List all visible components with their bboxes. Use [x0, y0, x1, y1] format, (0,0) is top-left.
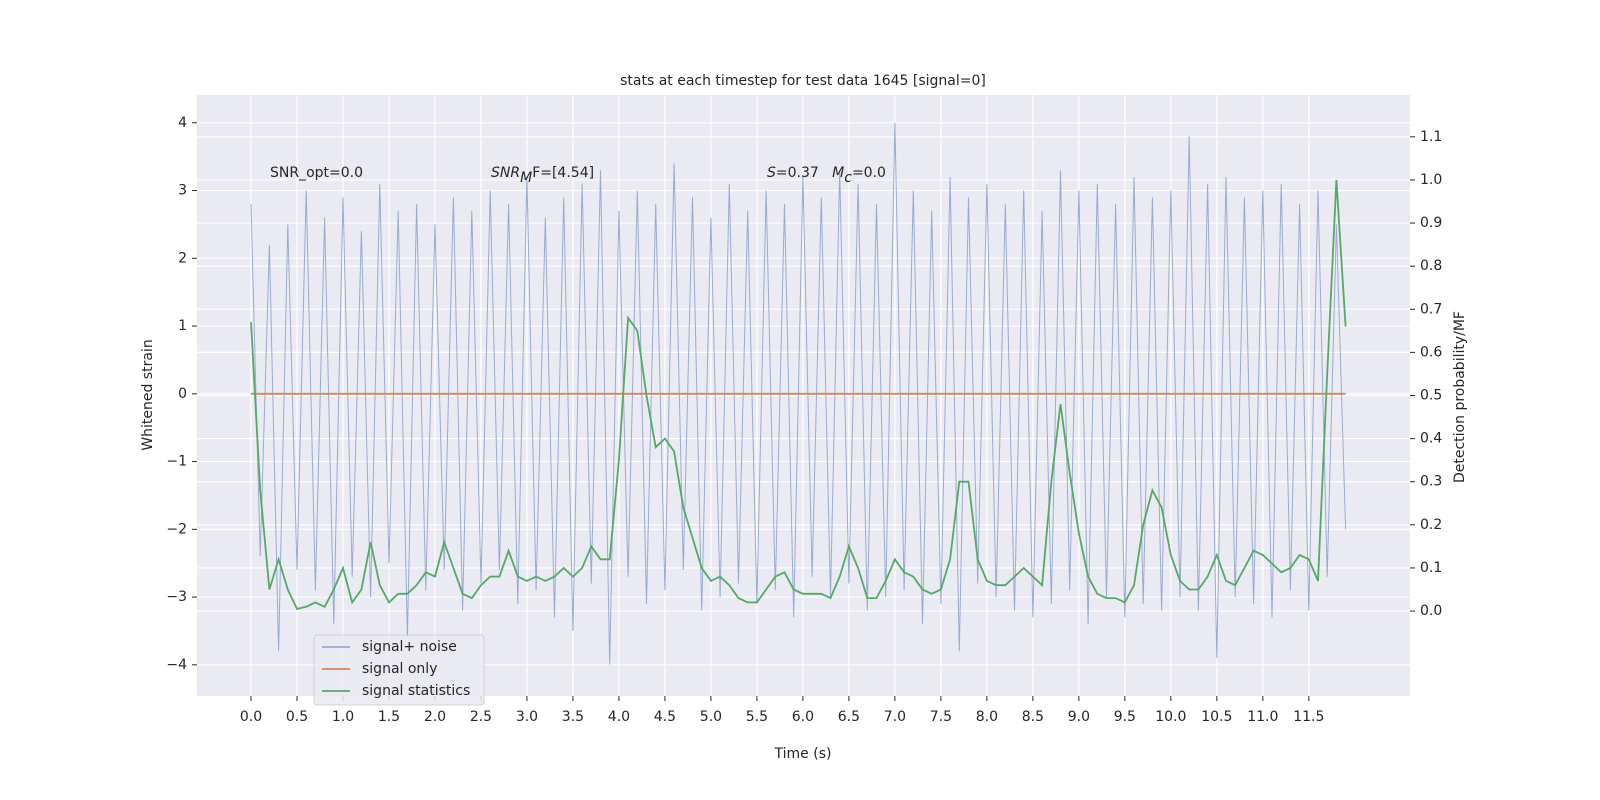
- annotation-part: c: [844, 170, 852, 186]
- y2-tick-label: 0.6: [1420, 344, 1442, 360]
- y2-axis-label: Detection probability/MF: [1452, 311, 1468, 483]
- x-tick-label: 3.5: [562, 709, 584, 725]
- annotation-part: M: [832, 165, 844, 181]
- legend-label: signal+ noise: [362, 639, 457, 655]
- y-tick-label: −4: [166, 657, 187, 673]
- legend-label: signal only: [362, 661, 437, 677]
- x-tick-label: 2.5: [470, 709, 492, 725]
- annotation: S=0.37 Mc=0.0: [767, 165, 886, 186]
- y-tick-label: 4: [178, 115, 187, 131]
- x-tick-label: 10.0: [1155, 709, 1186, 725]
- y2-tick-label: 0.8: [1420, 258, 1442, 274]
- annotation-part: SNR_opt=0.0: [270, 165, 363, 181]
- y2-tick-label: 0.9: [1420, 215, 1442, 231]
- legend-box: [313, 634, 485, 706]
- y-axis-label: Whitened strain: [140, 339, 156, 450]
- x-tick-label: 8.0: [976, 709, 998, 725]
- annotation: SNRMF=[4.54]: [491, 165, 594, 186]
- x-tick-label: 0.0: [240, 709, 262, 725]
- x-tick-label: 0.5: [286, 709, 308, 725]
- chart-title: stats at each timestep for test data 164…: [620, 73, 986, 89]
- annotation-part: =0.0: [852, 165, 886, 181]
- x-tick-label: 4.0: [608, 709, 630, 725]
- annotation-part: F=[4.54]: [532, 165, 594, 181]
- y2-tick-label: 0.1: [1420, 560, 1442, 576]
- x-tick-label: 5.5: [746, 709, 768, 725]
- x-tick-label: 7.0: [884, 709, 906, 725]
- x-tick-label: 1.5: [378, 709, 400, 725]
- y-tick-label: 0: [178, 386, 187, 402]
- x-tick-label: 5.0: [700, 709, 722, 725]
- x-tick-label: 4.5: [654, 709, 676, 725]
- y-tick-label: −3: [166, 589, 187, 605]
- x-tick-label: 7.5: [930, 709, 952, 725]
- y2-tick-label: 0.7: [1420, 301, 1442, 317]
- x-tick-label: 10.5: [1201, 709, 1232, 725]
- y2-tick-label: 0.3: [1420, 474, 1442, 490]
- x-axis-label: Time (s): [774, 746, 832, 762]
- y2-tick-label: 1.1: [1420, 129, 1442, 145]
- series-line: [250, 179, 1347, 610]
- y2-tick-label: 0.4: [1420, 431, 1442, 447]
- y2-tick-label: 0.5: [1420, 388, 1442, 404]
- annotation-part: SNR: [491, 165, 520, 181]
- x-tick-label: 1.0: [332, 709, 354, 725]
- y-tick-label: −1: [166, 454, 187, 470]
- annotation-part: M: [520, 170, 532, 186]
- y-tick-label: 2: [178, 250, 187, 266]
- series-line: [250, 122, 1347, 665]
- y2-tick-label: 0.2: [1420, 517, 1442, 533]
- y-tick-label: 1: [178, 318, 187, 334]
- annotation: SNR_opt=0.0: [270, 165, 363, 181]
- x-tick-label: 9.0: [1068, 709, 1090, 725]
- x-tick-label: 11.5: [1293, 709, 1324, 725]
- legend-label: signal statistics: [362, 683, 470, 699]
- x-tick-label: 6.0: [792, 709, 814, 725]
- x-tick-label: 8.5: [1022, 709, 1044, 725]
- x-tick-label: 6.5: [838, 709, 860, 725]
- y2-tick-label: 1.0: [1420, 172, 1442, 188]
- annotation-part: =0.37: [776, 165, 832, 181]
- x-tick-label: 2.0: [424, 709, 446, 725]
- x-tick-label: 3.0: [516, 709, 538, 725]
- annotation-part: S: [767, 165, 776, 181]
- x-tick-label: 9.5: [1114, 709, 1136, 725]
- y2-tick-label: 0.0: [1420, 603, 1442, 619]
- y-tick-label: 3: [178, 183, 187, 199]
- x-tick-label: 11.0: [1247, 709, 1278, 725]
- y-tick-label: −2: [166, 521, 187, 537]
